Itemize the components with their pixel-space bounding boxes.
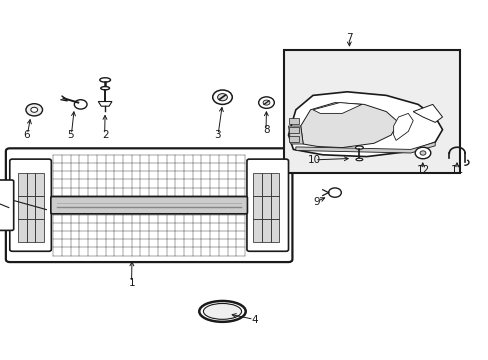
Circle shape bbox=[74, 100, 87, 109]
Text: 8: 8 bbox=[263, 125, 269, 135]
Text: 12: 12 bbox=[415, 165, 429, 175]
Bar bbox=[27, 196, 35, 219]
Bar bbox=[283, 50, 459, 173]
Bar bbox=[270, 196, 279, 219]
Text: 1: 1 bbox=[128, 278, 135, 288]
FancyBboxPatch shape bbox=[51, 197, 247, 214]
Ellipse shape bbox=[203, 303, 241, 319]
Bar bbox=[27, 219, 35, 242]
Circle shape bbox=[263, 100, 269, 105]
Ellipse shape bbox=[355, 146, 363, 149]
Text: 9: 9 bbox=[313, 197, 320, 207]
Polygon shape bbox=[412, 104, 442, 122]
Bar bbox=[288, 118, 299, 124]
Polygon shape bbox=[300, 103, 398, 148]
Bar bbox=[35, 173, 44, 196]
Bar bbox=[27, 173, 35, 196]
Circle shape bbox=[212, 90, 232, 104]
Polygon shape bbox=[393, 113, 412, 140]
Bar bbox=[270, 173, 279, 196]
Text: 2: 2 bbox=[102, 130, 108, 140]
Ellipse shape bbox=[355, 158, 362, 161]
Ellipse shape bbox=[101, 87, 109, 90]
Text: 3: 3 bbox=[214, 130, 221, 140]
Bar bbox=[262, 196, 270, 219]
Ellipse shape bbox=[100, 78, 110, 82]
Circle shape bbox=[31, 107, 38, 112]
Bar bbox=[270, 219, 279, 242]
Polygon shape bbox=[98, 102, 112, 106]
Bar bbox=[253, 173, 262, 196]
Bar bbox=[288, 136, 299, 142]
Bar bbox=[18, 196, 27, 219]
FancyBboxPatch shape bbox=[10, 159, 51, 251]
Bar bbox=[262, 173, 270, 196]
Text: 11: 11 bbox=[449, 165, 463, 175]
Bar bbox=[35, 219, 44, 242]
Bar bbox=[35, 196, 44, 219]
Bar bbox=[288, 127, 299, 133]
Bar bbox=[18, 173, 27, 196]
Circle shape bbox=[419, 151, 425, 155]
Text: 4: 4 bbox=[250, 315, 257, 325]
Bar bbox=[262, 219, 270, 242]
Bar bbox=[253, 196, 262, 219]
Text: 7: 7 bbox=[346, 33, 352, 43]
Polygon shape bbox=[312, 103, 361, 113]
FancyBboxPatch shape bbox=[246, 159, 288, 251]
Circle shape bbox=[328, 188, 341, 197]
Circle shape bbox=[414, 147, 430, 159]
Polygon shape bbox=[288, 126, 303, 144]
Polygon shape bbox=[295, 142, 434, 153]
Circle shape bbox=[26, 104, 42, 116]
Polygon shape bbox=[288, 92, 442, 157]
Text: 5: 5 bbox=[67, 130, 74, 140]
Bar bbox=[18, 219, 27, 242]
Bar bbox=[253, 219, 262, 242]
Ellipse shape bbox=[199, 301, 245, 322]
Circle shape bbox=[258, 97, 274, 108]
Circle shape bbox=[217, 94, 227, 101]
FancyBboxPatch shape bbox=[6, 148, 292, 262]
FancyBboxPatch shape bbox=[0, 180, 14, 230]
Text: 6: 6 bbox=[23, 130, 30, 140]
Text: 10: 10 bbox=[307, 155, 320, 165]
